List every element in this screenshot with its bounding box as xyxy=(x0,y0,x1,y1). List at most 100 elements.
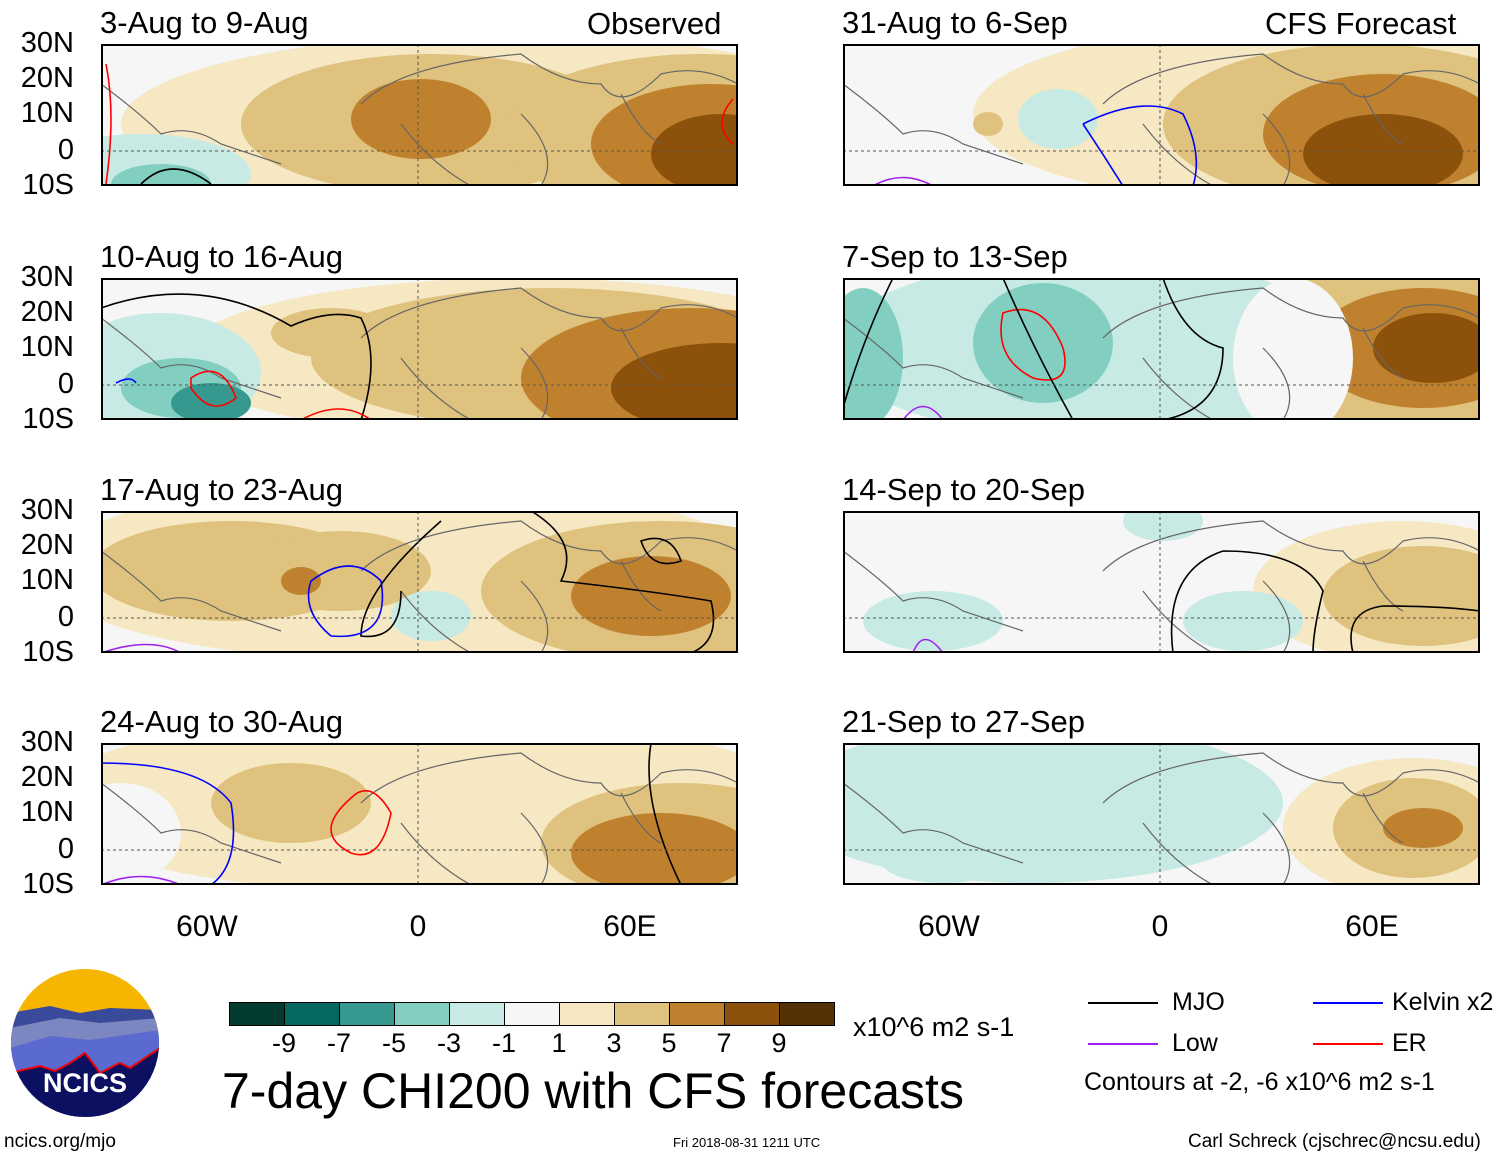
panel-frame xyxy=(101,743,738,885)
map-panel xyxy=(843,44,1480,186)
anomaly-region xyxy=(1383,808,1463,848)
colorbar-swatch xyxy=(504,1002,560,1026)
lat-tick-label: 30N xyxy=(20,27,74,59)
contour-line xyxy=(101,875,182,885)
colorbar-units: x10^6 m2 s-1 xyxy=(853,1012,1015,1042)
colorbar-swatch xyxy=(449,1002,505,1026)
coastline xyxy=(101,520,738,653)
legend-line-low xyxy=(1088,1043,1158,1045)
site-url[interactable]: ncics.org/mjo xyxy=(4,1131,116,1152)
lat-tick-label: 30N xyxy=(20,726,74,758)
contour-line xyxy=(912,638,944,653)
colorbar-tick-label: -3 xyxy=(436,1028,462,1058)
contour-line xyxy=(101,643,182,653)
contour-line xyxy=(530,511,715,653)
lat-tick-label: 0 xyxy=(57,601,74,633)
lat-tick-label: 20N xyxy=(20,529,74,561)
lat-tick-label: 10N xyxy=(20,331,74,363)
contour-line xyxy=(872,176,934,186)
panel-frame xyxy=(101,511,738,653)
colorbar-tick-label: -1 xyxy=(491,1028,517,1058)
lon-tick-label: 0 xyxy=(409,910,427,943)
panel-frame xyxy=(101,44,738,186)
colorbar-swatch xyxy=(394,1002,450,1026)
lat-tick-label: 0 xyxy=(57,833,74,865)
map-panel xyxy=(101,743,738,885)
legend-label-mjo: MJO xyxy=(1172,988,1225,1016)
lat-tick-label: 0 xyxy=(57,368,74,400)
author: Carl Schreck (cjschrec@ncsu.edu) xyxy=(1188,1131,1481,1152)
coastline xyxy=(843,752,1480,885)
anomaly-region xyxy=(1183,591,1303,651)
anomaly-region xyxy=(651,114,738,186)
contour-line xyxy=(1082,105,1198,186)
colorbar-swatch xyxy=(669,1002,725,1026)
contour-line xyxy=(1162,278,1224,420)
anomaly-region xyxy=(391,591,471,641)
panel-frame xyxy=(843,743,1480,885)
contour-note: Contours at -2, -6 x10^6 m2 s-1 xyxy=(1084,1068,1435,1096)
contour-line xyxy=(639,537,683,565)
contour-line xyxy=(902,405,944,420)
contour-line xyxy=(300,408,372,420)
colorbar-swatch xyxy=(614,1002,670,1026)
colorbar-tick-label: 3 xyxy=(606,1028,622,1058)
anomaly-region xyxy=(101,783,181,883)
anomaly-region xyxy=(351,79,491,159)
colorbar-swatch xyxy=(284,1002,340,1026)
lat-tick-label: 10S xyxy=(22,868,74,900)
lon-tick-label: 0 xyxy=(1151,910,1169,943)
colorbar-tick-label: 7 xyxy=(716,1028,732,1058)
panel-frame xyxy=(843,511,1480,653)
legend-label-er: ER xyxy=(1392,1029,1427,1057)
lat-tick-label: 20N xyxy=(20,62,74,94)
timestamp: Fri 2018-08-31 1211 UTC xyxy=(673,1135,821,1150)
contour-line xyxy=(1350,605,1480,653)
legend-line-er xyxy=(1313,1043,1383,1045)
panel-title: 10-Aug to 16-Aug xyxy=(100,239,344,274)
lon-tick-label: 60W xyxy=(918,910,980,943)
coastline xyxy=(101,287,738,420)
contour-line xyxy=(101,293,372,420)
anomaly-region xyxy=(843,288,903,420)
logo-text: NCICS xyxy=(43,1068,127,1098)
anomaly-region xyxy=(1018,89,1098,149)
anomaly-region xyxy=(1373,313,1480,383)
legend-line-mjo xyxy=(1088,1002,1158,1004)
map-panel xyxy=(101,44,738,186)
lat-tick-label: 10N xyxy=(20,97,74,129)
lat-tick-label: 30N xyxy=(20,261,74,293)
anomaly-region xyxy=(571,556,731,636)
colorbar-swatch xyxy=(559,1002,615,1026)
panel-title: 7-Sep to 13-Sep xyxy=(842,239,1068,274)
coastline xyxy=(101,53,738,186)
lat-tick-label: 10N xyxy=(20,796,74,828)
panel-frame xyxy=(101,278,738,420)
lon-tick-label: 60E xyxy=(1345,910,1399,943)
lat-tick-label: 0 xyxy=(57,134,74,166)
colorbar-tick-label: 5 xyxy=(661,1028,677,1058)
contour-line xyxy=(330,789,392,856)
anomaly-region xyxy=(973,283,1113,403)
anomaly-region xyxy=(171,383,251,420)
coastline xyxy=(843,53,1480,186)
contour-line xyxy=(1170,550,1324,653)
panel-frame xyxy=(843,278,1480,420)
coastline xyxy=(101,752,738,885)
contour-line xyxy=(1082,123,1124,186)
panel-title: 31-Aug to 6-Sep xyxy=(842,5,1068,40)
contour-line xyxy=(360,520,442,638)
lat-tick-label: 10S xyxy=(22,169,74,201)
panel-title: 3-Aug to 9-Aug xyxy=(100,5,309,40)
main-title: 7-day CHI200 with CFS forecasts xyxy=(222,1063,964,1119)
anomaly-region xyxy=(1323,546,1480,646)
lat-tick-label: 10S xyxy=(22,636,74,668)
panel-frame xyxy=(843,44,1480,186)
anomaly-region xyxy=(973,112,1003,136)
colorbar-tick-label: -7 xyxy=(326,1028,352,1058)
colorbar-tick-label: 9 xyxy=(771,1028,787,1058)
map-panel xyxy=(843,743,1480,885)
colorbar-swatch xyxy=(724,1002,780,1026)
lat-tick-label: 20N xyxy=(20,296,74,328)
lat-tick-label: 30N xyxy=(20,494,74,526)
